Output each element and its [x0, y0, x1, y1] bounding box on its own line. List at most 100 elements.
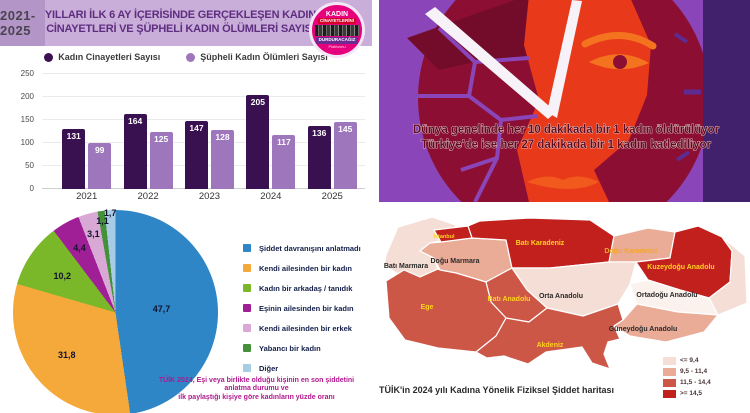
bar-chart-title-line1: YILLARI İLK 6 AY İÇERİSİNDE GERÇEKLEŞEN … — [44, 9, 316, 22]
map-label-dogu-marmara: Doğu Marmara — [430, 258, 479, 265]
bar-groups: 131 99 2021 164 125 2022 147 128 2023 205 117 2024 1… — [46, 74, 363, 202]
pie-chart-caption: TÜİK 2024, Eşi veya birlikte olduğu kişi… — [138, 377, 375, 402]
pie-legend-swatch — [243, 284, 251, 292]
bar-value-label: 164 — [127, 115, 143, 126]
y-axis-tick-label: 150 — [20, 115, 34, 124]
pie-legend-label: Eşinin ailesinden bir kadın — [259, 303, 354, 313]
region-istanbul — [433, 225, 473, 243]
x-axis-category-label: 2025 — [321, 191, 343, 202]
map-legend-label: 9,5 - 11,4 — [680, 368, 708, 375]
map-legend-item: >= 14,5 — [663, 388, 711, 399]
map-legend-item: 11,5 - 14,4 — [663, 377, 711, 388]
bar-value-label: 205 — [250, 96, 265, 107]
bar-value-label: 147 — [189, 123, 204, 134]
bar: 205 — [246, 94, 270, 189]
bar-chart-section: 2021-2025 YILLARI İLK 6 AY İÇERİSİNDE GE… — [0, 0, 375, 207]
pie-legend-label: Kadın bir arkadaş / tanıdık — [259, 283, 353, 293]
x-axis-category-label: 2022 — [137, 191, 159, 202]
pie-caption-line2: anlatma durumu ve — [224, 385, 289, 393]
badge-photo-strip — [315, 25, 359, 37]
pie-chart: 47,7 31,8 10,2 4,4 3,1 1,1 1,7 — [13, 208, 218, 413]
bar-value-label: 145 — [338, 124, 353, 135]
clock-illustration: Dünya genelinde her 10 dakikada bir 1 ka… — [379, 0, 750, 202]
clock-hand-hour — [547, 0, 582, 118]
y-axis-tick-label: 250 — [20, 69, 34, 78]
bar-chart-title-line2: CİNAYETLERİ VE ŞÜPHELİ KADIN ÖLÜMLERİ SA… — [46, 23, 315, 35]
map-legend-label: 11,5 - 14,4 — [680, 379, 711, 386]
pie-slice-value-label: 1,7 — [103, 208, 117, 219]
legend-item-supheli: Şüpheli Kadın Ölümleri Sayısı — [186, 52, 328, 62]
year-range: 2021-2025 — [0, 0, 45, 46]
map-label-bati-anadolu: Batı Anadolu — [488, 296, 531, 303]
clock-tick-4 — [675, 150, 691, 162]
clock-tick-2 — [673, 32, 689, 44]
map-caption: TÜİK'in 2024 yılı Kadına Yönelik Fizikse… — [379, 385, 615, 395]
pie-caption-line1: TÜİK 2024, Eşi veya birlikte olduğu kişi… — [158, 377, 355, 384]
map-label-orta-anadolu: Orta Anadolu — [539, 293, 583, 300]
legend-label-cinayet: Kadın Cinayetleri Sayısı — [58, 52, 161, 62]
illustration-caption-line1: Dünya genelinde her 10 dakikada bir 1 ka… — [413, 124, 720, 136]
map-label-ortadogu-anadolu: Ortadoğu Anadolu — [636, 292, 697, 299]
pie-legend-item: Şiddet davranışını anlatmadı — [243, 238, 361, 258]
pie-legend-item: Kendi ailesinden bir erkek — [243, 318, 361, 338]
eyebrow-shape — [581, 32, 657, 50]
woman-face-shape — [517, 0, 651, 202]
bar-value-label: 125 — [153, 133, 169, 144]
map-legend-label: >= 14,5 — [680, 390, 703, 397]
pie-slice-value-label: 31,8 — [58, 349, 76, 360]
map-label-istanbul: İstanbul — [433, 233, 455, 240]
badge-line4: Platformu — [328, 43, 346, 49]
pie-caption-line3: ilk paylaştığı kişiye göre kadınların yü… — [178, 393, 335, 401]
map-legend-swatch — [663, 367, 676, 376]
pie-slice-value-label: 1,1 — [96, 216, 109, 227]
map-legend-swatch — [663, 389, 676, 398]
bar-value-label: 128 — [215, 132, 230, 143]
y-axis-tick-label: 0 — [29, 184, 34, 193]
clock-shard — [407, 0, 529, 70]
map-label-dogu-karadeniz: Doğu Karadeniz — [604, 248, 658, 255]
pie-legend-label: Yabancı bir kadın — [259, 343, 321, 353]
pie-legend-item: Diğer — [243, 358, 361, 378]
pie-legend-item: Kadın bir arkadaş / tanıdık — [243, 278, 361, 298]
map-label-kuzeydogu-anadolu: Kuzeydoğu Anadolu — [647, 264, 714, 271]
bar-group-2021: 131 99 2021 — [61, 74, 113, 202]
bar-value-label: 99 — [94, 145, 105, 156]
x-axis-category-label: 2024 — [260, 191, 282, 202]
lips-shape — [527, 176, 599, 189]
pie-legend-swatch — [243, 344, 251, 352]
map-label-bati-marmara: Batı Marmara — [384, 263, 428, 270]
bar-value-label: 131 — [66, 130, 81, 141]
legend-label-supheli: Şüpheli Kadın Ölümleri Sayısı — [200, 52, 328, 62]
bar: 125 — [149, 131, 173, 189]
pie-chart-legend: Şiddet davranışını anlatmadı Kendi ailes… — [243, 238, 361, 378]
pie-legend-label: Şiddet davranışını anlatmadı — [259, 243, 361, 253]
clock-hand-minute — [425, 7, 556, 119]
map-section: İstanbul Batı Marmara Doğu Marmara Batı … — [375, 207, 750, 413]
map-legend: <= 9,4 9,5 - 11,4 11,5 - 14,4 >= 14,5 — [663, 355, 711, 399]
legend-item-cinayet: Kadın Cinayetleri Sayısı — [44, 52, 160, 62]
bar-chart-title: YILLARI İLK 6 AY İÇERİSİNDE GERÇEKLEŞEN … — [45, 0, 372, 46]
region-guneydogu-anadolu — [613, 303, 719, 343]
bar-gridline — [42, 73, 365, 74]
pie-slice-value-label: 3,1 — [87, 228, 100, 239]
bar-chart: 0 50 100 150 200 250 131 99 2021 164 125 2022 147 128… — [6, 69, 367, 203]
map-legend-swatch — [663, 356, 676, 365]
map-legend-label: <= 9,4 — [680, 357, 699, 364]
bar-gridline — [42, 119, 365, 120]
region-dogu-karadeniz — [608, 227, 676, 263]
pie-legend-label: Kendi ailesinden bir kadın — [259, 263, 352, 273]
pie-legend-label: Diğer — [259, 363, 279, 373]
pie-slice-value-label: 47,7 — [152, 304, 171, 315]
bar: 147 — [184, 121, 208, 189]
badge-line3: DURDURACAĞIZ — [315, 37, 359, 44]
bar-group-2024: 205 117 2024 — [245, 74, 297, 202]
turkey-map: İstanbul Batı Marmara Doğu Marmara Batı … — [383, 216, 748, 370]
bar: 131 — [62, 128, 86, 189]
map-label-akdeniz: Akdeniz — [537, 342, 564, 349]
map-legend-item: <= 9,4 — [663, 355, 711, 366]
region-ege — [385, 268, 507, 353]
pie-legend-label: Kendi ailesinden bir erkek — [259, 323, 352, 333]
legend-dot-light — [186, 52, 196, 62]
bar-gridline — [42, 96, 365, 97]
y-axis-tick-label: 200 — [20, 92, 34, 101]
